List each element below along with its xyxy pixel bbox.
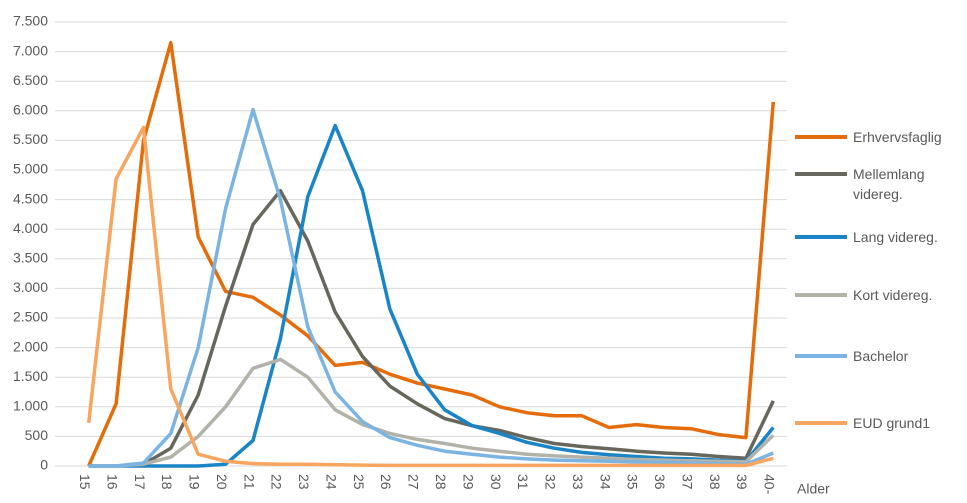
legend-label: Mellemlang videreg. bbox=[853, 166, 925, 202]
y-tick-label: 500 bbox=[25, 427, 49, 443]
series-line bbox=[88, 188, 775, 468]
x-tick-label: 28 bbox=[433, 474, 449, 490]
y-tick-label: 6.500 bbox=[13, 72, 48, 88]
x-tick-label: 21 bbox=[241, 474, 257, 490]
series-line bbox=[86, 125, 774, 468]
x-tick-label: 36 bbox=[652, 474, 668, 490]
y-tick-label: 7.500 bbox=[13, 13, 48, 29]
y-tick-label: 1.000 bbox=[13, 398, 48, 414]
x-tick-label: 26 bbox=[378, 474, 394, 490]
grid bbox=[55, 21, 787, 467]
series-line bbox=[88, 107, 774, 468]
x-tick-label: 32 bbox=[543, 474, 559, 490]
legend-swatch bbox=[795, 172, 847, 176]
x-tick-label: 39 bbox=[734, 474, 750, 490]
x-tick-label: 38 bbox=[707, 474, 723, 490]
x-tick-label: 24 bbox=[323, 474, 339, 490]
y-tick-label: 0 bbox=[40, 457, 48, 473]
x-tick-label: 27 bbox=[406, 474, 422, 490]
y-tick-label: 4.500 bbox=[13, 190, 48, 206]
x-tick-label: 15 bbox=[77, 474, 93, 490]
x-tick-label: 37 bbox=[679, 474, 695, 490]
legend-swatch bbox=[795, 293, 847, 297]
legend-item: Lang videreg. bbox=[795, 227, 963, 247]
x-tick-label: 34 bbox=[597, 474, 613, 490]
legend-swatch bbox=[795, 354, 847, 358]
legend-label: Bachelor bbox=[853, 348, 909, 364]
y-tick-label: 5.500 bbox=[13, 131, 48, 147]
x-tick-label: 20 bbox=[214, 474, 230, 490]
series-line bbox=[87, 40, 776, 467]
legend-label: EUD grund1 bbox=[853, 415, 931, 431]
x-tick-label: 22 bbox=[269, 474, 285, 490]
legend-item: Bachelor bbox=[795, 346, 963, 366]
x-tick-label: 30 bbox=[488, 474, 504, 490]
y-tick-label: 5.000 bbox=[13, 161, 48, 177]
legend-item: Erhvervsfaglig bbox=[795, 127, 963, 147]
y-tick-label: 7.000 bbox=[13, 42, 48, 58]
x-tick-label: 29 bbox=[460, 474, 476, 490]
x-tick-label: 25 bbox=[351, 474, 367, 490]
x-axis-label: Alder bbox=[797, 481, 830, 497]
legend-swatch bbox=[795, 421, 847, 425]
y-tick-label: 4.000 bbox=[13, 220, 48, 236]
x-tick-label: 33 bbox=[570, 474, 586, 490]
y-tick-label: 2.500 bbox=[13, 309, 48, 325]
y-tick-label: 3.000 bbox=[13, 279, 48, 295]
legend-item: Mellemlang videreg. bbox=[795, 164, 963, 204]
x-tick-label: 16 bbox=[104, 474, 120, 490]
legend-item: Kort videreg. bbox=[795, 285, 963, 305]
legend-label: Erhvervsfaglig bbox=[853, 129, 942, 145]
series-line bbox=[88, 357, 775, 468]
series-line bbox=[88, 123, 775, 468]
x-tick-label: 19 bbox=[187, 474, 203, 490]
legend-swatch bbox=[795, 235, 847, 239]
x-tick-label: 17 bbox=[132, 474, 148, 490]
x-tick-label: 18 bbox=[159, 474, 175, 490]
y-tick-label: 1.500 bbox=[13, 368, 48, 384]
legend-label: Lang videreg. bbox=[853, 229, 938, 245]
legend-label: Kort videreg. bbox=[853, 287, 933, 303]
y-tick-label: 6.000 bbox=[13, 102, 48, 118]
legend-item: EUD grund1 bbox=[795, 413, 963, 433]
y-tick-label: 3.500 bbox=[13, 250, 48, 266]
y-tick-label: 2.000 bbox=[13, 338, 48, 354]
x-tick-label: 35 bbox=[625, 474, 641, 490]
x-tick-label: 31 bbox=[515, 474, 531, 490]
x-tick-label: 23 bbox=[296, 474, 312, 490]
x-tick-label: 40- bbox=[762, 474, 778, 495]
legend-swatch bbox=[795, 135, 847, 139]
